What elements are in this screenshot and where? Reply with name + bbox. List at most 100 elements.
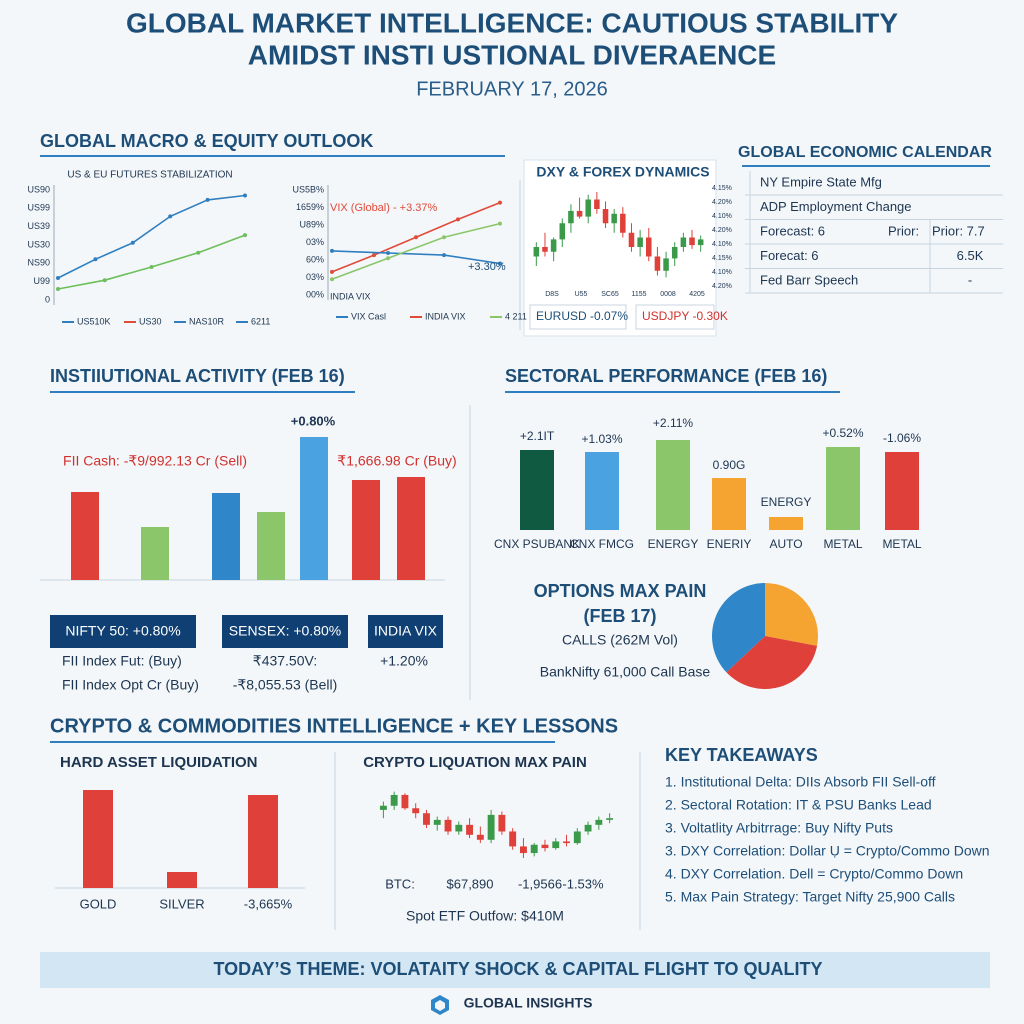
candle-body: [628, 232, 635, 247]
panel-title: OPTIONS MAX PAIN: [534, 581, 707, 601]
point: [93, 257, 98, 262]
bar: [212, 493, 240, 580]
stat: BTC:: [385, 876, 415, 891]
y-label: 03%: [306, 272, 324, 282]
line: [331, 222, 501, 280]
annotation: INDIA VIX: [330, 291, 371, 301]
quote: USDJPY -0.30K: [642, 309, 728, 323]
note: FII Index Opt Cr (Buy): [62, 677, 199, 693]
value-label: +0.80%: [291, 413, 336, 428]
candle-body: [697, 239, 704, 246]
candle-body: [594, 199, 600, 209]
legend-label: INDIA VIX: [425, 311, 466, 321]
category-label: ENERGY: [648, 537, 699, 551]
x-label: 1155: [631, 291, 646, 298]
bar: [167, 872, 197, 888]
bar: [141, 527, 169, 580]
candle-body: [595, 819, 603, 825]
point: [330, 269, 334, 274]
candle-body: [671, 247, 678, 259]
quote-box: [529, 304, 627, 330]
y-label: 0: [45, 294, 50, 304]
value-label: -1.06%: [883, 431, 921, 445]
candle-body: [689, 237, 695, 246]
y-label: 4.15%: [712, 185, 732, 192]
point: [205, 197, 210, 202]
takeaway: 1. Institutional Delta: DIIs Absorb FII …: [665, 774, 936, 790]
section-title: CRYPTO & COMMODITIES INTELLIGENCE + KEY …: [50, 715, 618, 737]
x-label: 0008: [660, 291, 676, 298]
candle-body: [487, 814, 495, 840]
candle-body: [476, 834, 484, 840]
bar: [520, 450, 554, 530]
candle-body: [552, 841, 560, 849]
point: [330, 277, 334, 282]
y-label: US99: [27, 203, 50, 213]
panel-title: KEY TAKEAWAYS: [665, 745, 818, 765]
brand: GLOBAL INSIGHTS: [464, 995, 593, 1011]
legend-label: US510K: [77, 316, 111, 326]
candle-body: [423, 813, 430, 825]
candle-body: [530, 844, 538, 854]
candle-body: [606, 818, 614, 820]
cell: Forecast: 6: [760, 223, 825, 238]
point: [243, 233, 247, 238]
point: [498, 200, 502, 205]
legend-label: 4 211: [505, 311, 527, 321]
point: [456, 217, 460, 222]
legend-label: 6211: [251, 316, 270, 326]
pie-slice: [712, 583, 765, 673]
category-label: ENERIY: [707, 537, 752, 551]
legend-label: NAS10R: [189, 316, 225, 326]
quote: EURUSD -0.07%: [536, 309, 628, 323]
stat-box: [50, 615, 196, 648]
candle-body: [379, 805, 387, 810]
y-label: 4.10%: [712, 241, 732, 248]
candle-body: [559, 223, 566, 240]
takeaway: 4. DXY Correlation. Dell = Crypto/Commo …: [665, 866, 963, 882]
candle-body: [585, 199, 591, 217]
candle-body: [568, 210, 574, 224]
candle-body: [550, 239, 557, 252]
category-label: METAL: [882, 537, 921, 551]
bar: [885, 452, 919, 530]
quote-box: [635, 304, 715, 330]
bar: [769, 517, 803, 530]
point: [330, 248, 334, 253]
category-label: CNX FMCG: [570, 537, 634, 551]
title: AMIDST INSTI USTIONAL DIVERAENCE: [248, 39, 776, 70]
point: [442, 235, 446, 240]
candle-body: [541, 844, 549, 849]
candle-body: [602, 209, 609, 224]
candle-body: [519, 846, 527, 854]
point: [149, 265, 154, 269]
candle-body: [444, 819, 452, 832]
candle-body: [576, 210, 583, 217]
stat: -1.53%: [562, 876, 604, 891]
candle-body: [390, 794, 398, 806]
candle-body: [654, 256, 661, 271]
y-label: US5B%: [292, 184, 324, 194]
bar: [352, 480, 380, 580]
x-label: D8S: [545, 291, 559, 298]
cell: NY Empire State Mfg: [760, 174, 882, 189]
y-label: U99: [33, 276, 50, 286]
category-label: SILVER: [159, 896, 204, 911]
takeaway: 3. Voltatlity Arbitrrage: Buy Nifty Puts: [665, 820, 893, 836]
line: [331, 250, 501, 265]
panel-title: CRYPTO LIQUATION MAX PAIN: [363, 754, 587, 771]
candle-body: [637, 237, 643, 247]
cell: Fed Barr Speech: [760, 272, 858, 287]
value-label: +0.52%: [822, 426, 863, 440]
point: [168, 214, 173, 219]
legend-label: VIX Casl: [351, 311, 386, 321]
logo-icon: [435, 1000, 445, 1011]
y-label: 60%: [306, 254, 324, 264]
value-label: +1.03%: [581, 432, 622, 446]
candle-body: [573, 831, 581, 844]
candle-body: [401, 794, 409, 809]
theme-banner: [40, 952, 990, 988]
y-label: 00%: [306, 289, 324, 299]
